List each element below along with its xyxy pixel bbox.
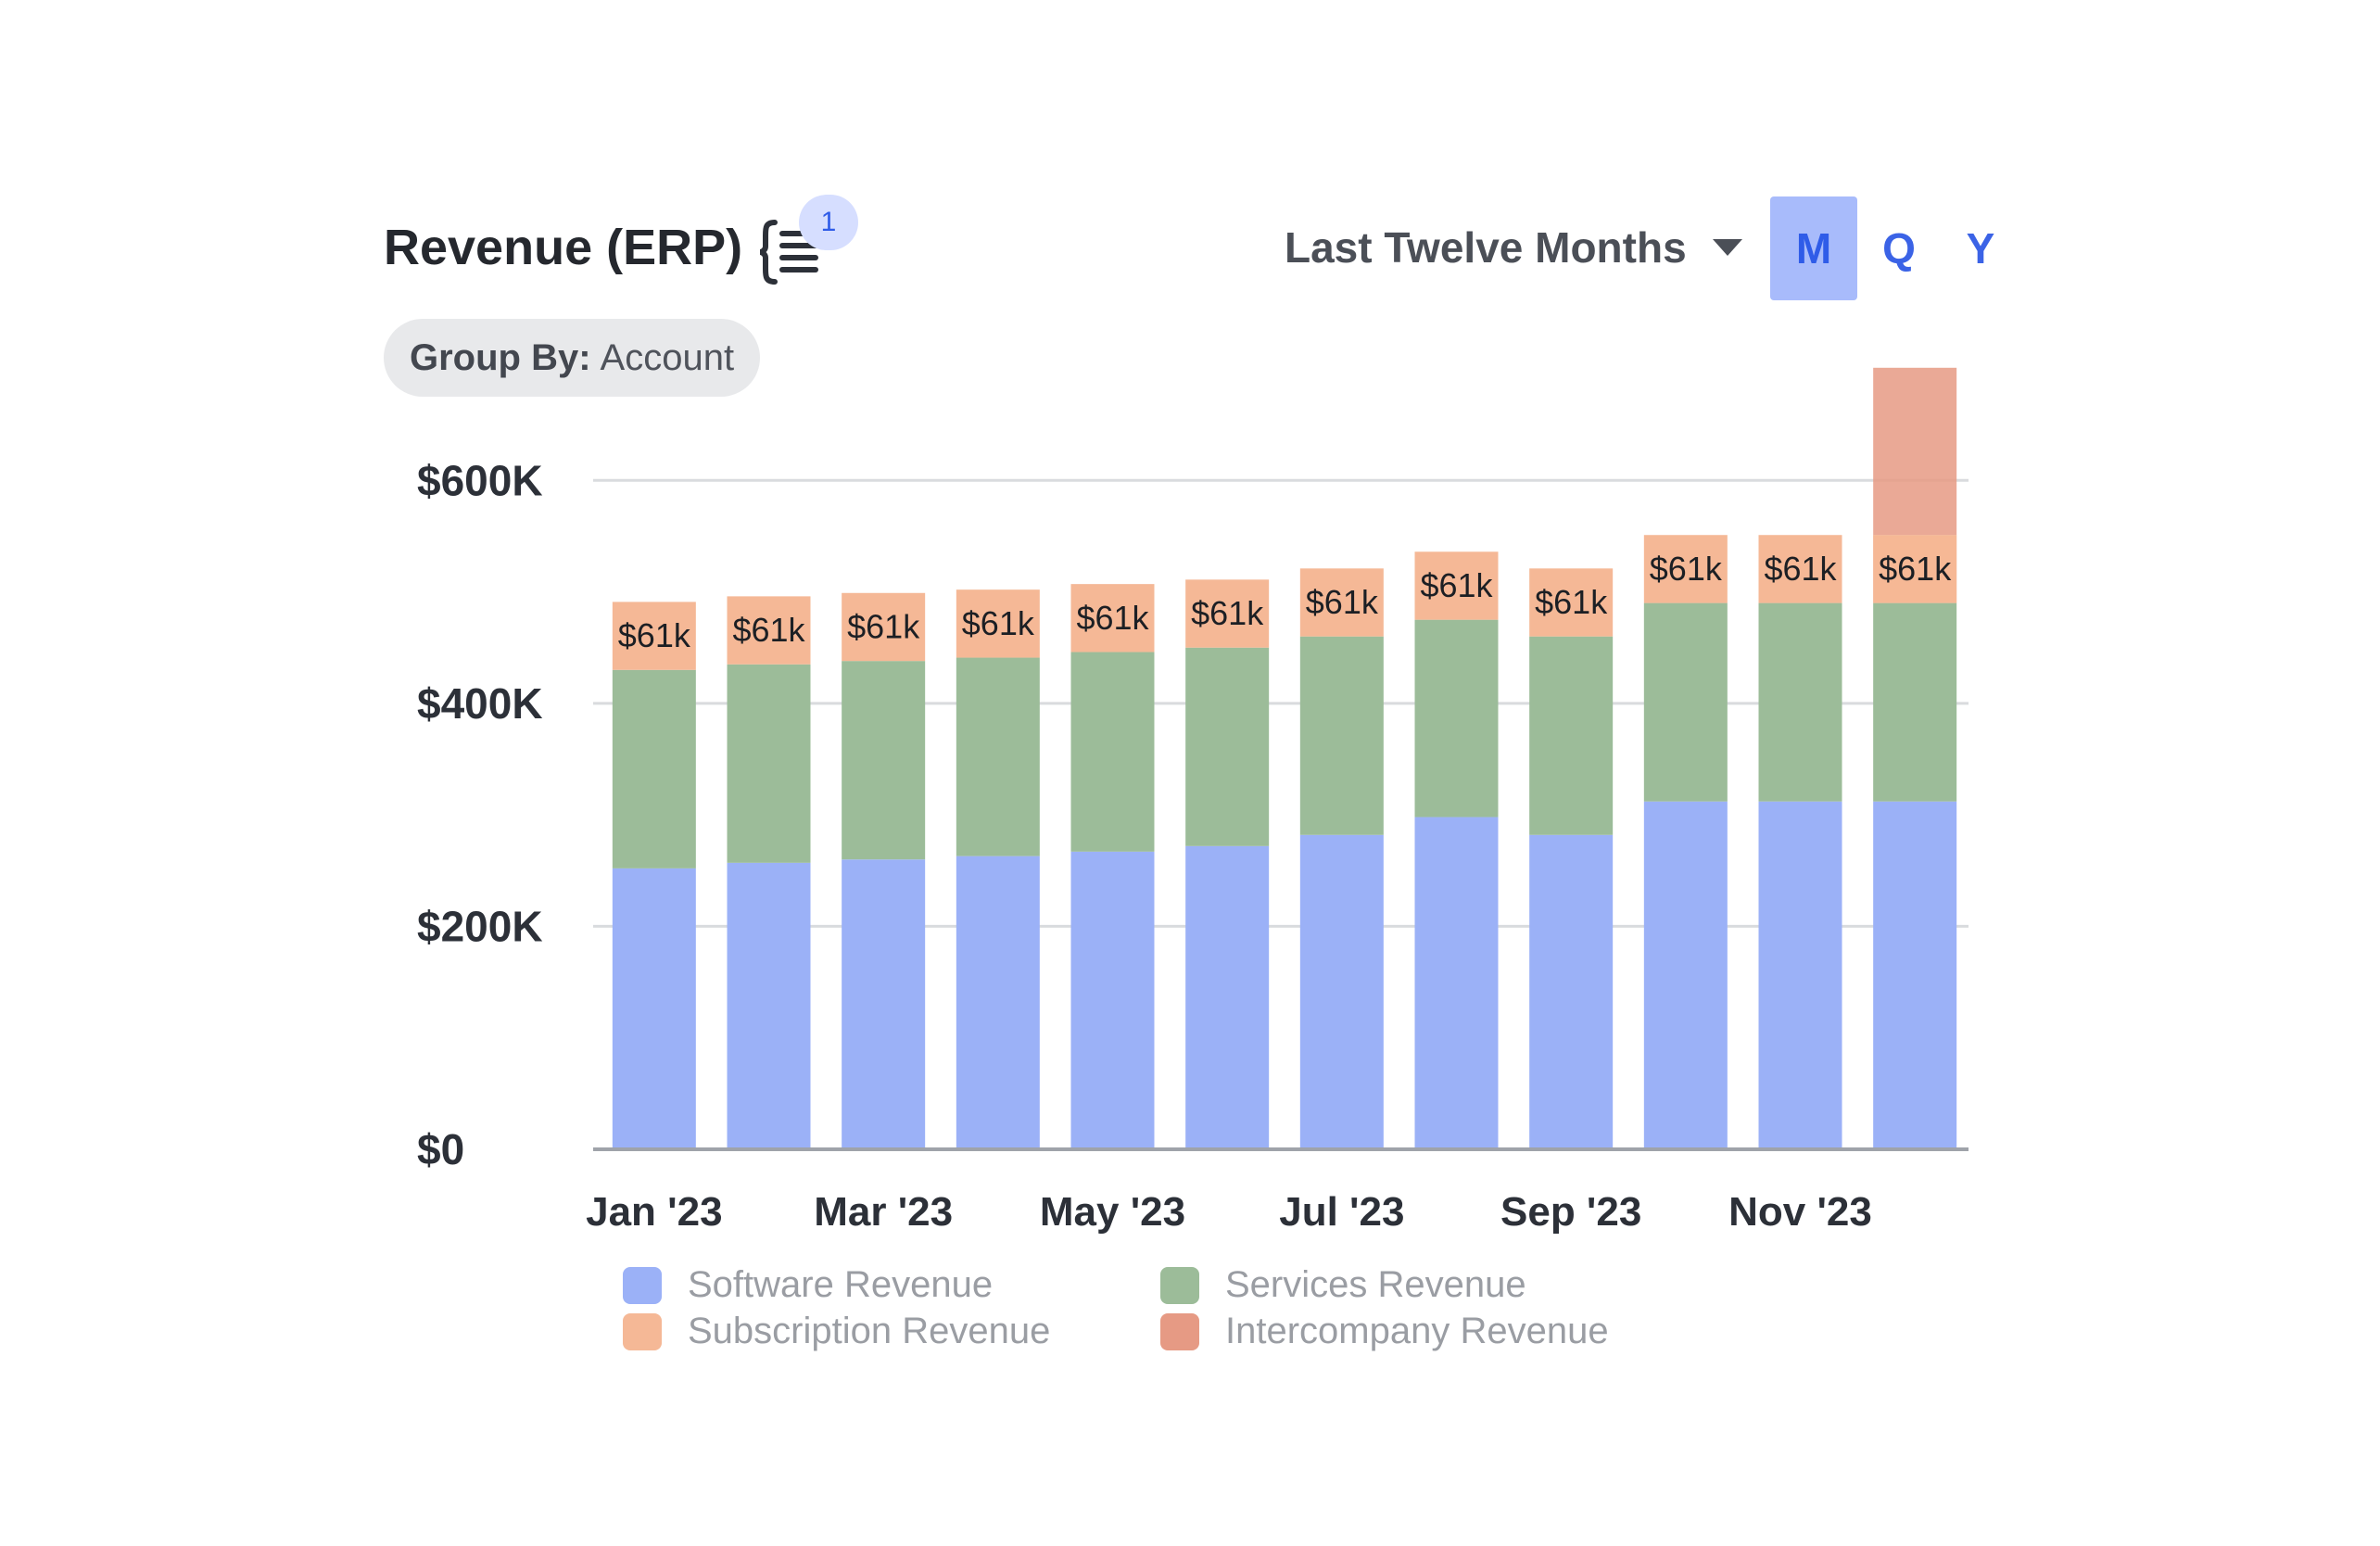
y-tick-label: $0 [417,1125,464,1173]
data-label: $61k [1535,583,1608,621]
bar-segment [1070,584,1155,653]
data-label: $61k [732,611,805,649]
notes-button[interactable]: 1 [753,195,864,287]
bar-segment [1758,535,1842,603]
bar-segment [956,589,1040,658]
bar-segment [1873,801,1957,1149]
group-by-chip[interactable]: Group By: Account [384,319,761,397]
bar-segment [1070,851,1155,1149]
granularity-quarter-button[interactable]: Q [1882,224,1916,272]
granularity-year-button[interactable]: Y [1966,224,1995,272]
bar-segment [1758,602,1842,802]
bar-segment [842,592,926,662]
chart-title: Revenue (ERP) [384,220,743,275]
period-dropdown[interactable]: Last Twelve Months [1285,215,1742,280]
stacked-bar-chart: $0 $200K $400K $600K $61k $61k $61k $61k $61k $61… [417,367,1969,1235]
caret-down-icon [1712,239,1742,256]
bar-segment [1070,652,1155,852]
data-label: $61k [1191,594,1264,632]
legend-label-intercompany: Intercompany Revenue [1225,1311,1609,1351]
legend-swatch-subscription [623,1312,662,1350]
bar-segment [842,661,926,860]
y-tick-label: $200K [417,902,543,950]
data-label: $61k [1306,583,1379,621]
x-tick-label: May '23 [1040,1189,1185,1235]
x-tick-label: Mar '23 [814,1189,953,1235]
data-label: $61k [1764,550,1837,588]
legend-label-subscription: Subscription Revenue [688,1311,1051,1351]
data-label: $61k [618,616,691,654]
group-by-label: Group By: [410,336,591,378]
bar-segment [1529,834,1614,1149]
legend-item-intercompany[interactable]: Intercompany Revenue [1160,1311,1609,1352]
bar-segment [1643,801,1728,1149]
bar-segment [1758,801,1842,1149]
bar-segment [1643,602,1728,802]
x-tick-label: Jul '23 [1279,1189,1404,1235]
notes-count-badge: 1 [799,195,858,250]
legend-swatch-software [623,1266,662,1304]
data-label: $61k [1650,550,1723,588]
bar-segment [842,859,926,1149]
bar-segment [727,596,811,665]
x-tick-label: Nov '23 [1728,1189,1872,1235]
bar-segment [1529,568,1614,637]
bar-segment [1414,817,1499,1149]
legend-item-services[interactable]: Services Revenue [1160,1264,1526,1306]
bar-segment [1185,579,1270,648]
bar-segment [1873,367,1957,536]
data-label: $61k [1879,550,1952,588]
bar-segment [1414,619,1499,817]
bar-segment [1299,568,1384,637]
bar-segment [1299,636,1384,835]
data-label: $61k [962,604,1035,642]
legend-swatch-services [1160,1266,1199,1304]
granularity-month-button[interactable]: M [1770,196,1857,300]
period-dropdown-label: Last Twelve Months [1285,223,1687,272]
bar-segment [956,657,1040,856]
data-label: $61k [1420,566,1493,604]
y-tick-label: $600K [417,456,543,504]
legend-label-software: Software Revenue [688,1264,994,1305]
y-tick-label: $400K [417,679,543,728]
legend-swatch-intercompany [1160,1312,1199,1350]
bar-segment [727,664,811,863]
bar-segment [956,855,1040,1149]
bar-segment [1643,535,1728,603]
bar-segment [1529,636,1614,835]
x-tick-label: Jan '23 [586,1189,722,1235]
bar-segment [727,862,811,1149]
data-label: $61k [847,607,920,645]
notes-list-icon [759,220,818,285]
bar-segment [1414,551,1499,620]
bar-segment [1185,845,1270,1149]
bar-segment [612,669,696,868]
bar-segment [612,602,696,670]
bar-segment [1873,535,1957,603]
bar-segment [1873,602,1957,802]
bar-segment [1185,647,1270,846]
group-by-value: Account [600,336,735,378]
legend-label-services: Services Revenue [1225,1264,1526,1305]
x-tick-label: Sep '23 [1500,1189,1641,1235]
legend-item-subscription[interactable]: Subscription Revenue [623,1311,1050,1352]
data-label: $61k [1076,599,1149,637]
bar-segment [1299,834,1384,1149]
legend-item-software[interactable]: Software Revenue [623,1264,993,1306]
bar-segment [612,868,696,1149]
